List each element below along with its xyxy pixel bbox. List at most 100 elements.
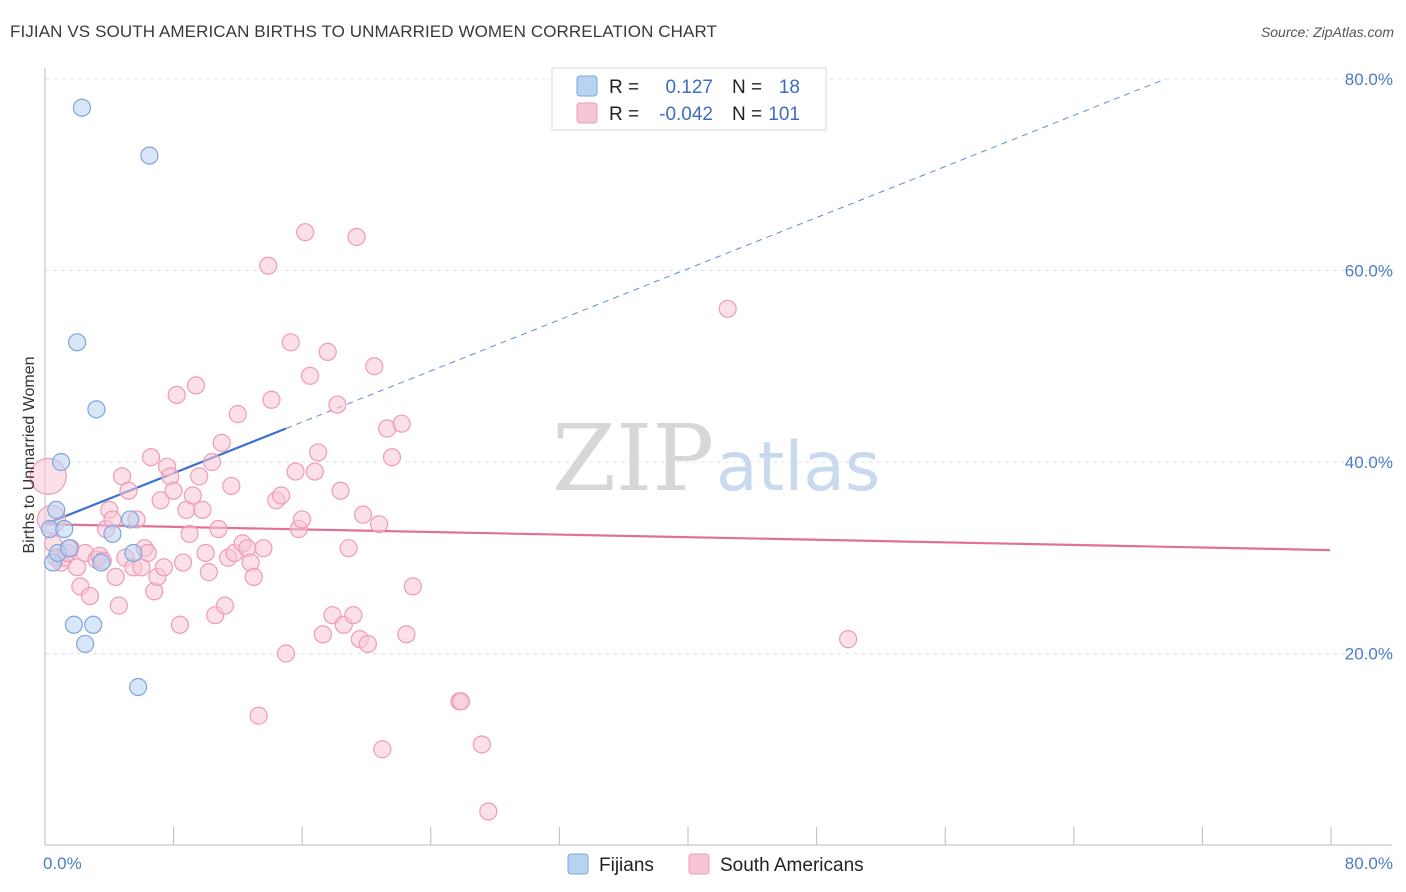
- south-americans-point: [397, 625, 416, 644]
- south-americans-point: [199, 563, 218, 582]
- south-americans-point: [318, 342, 337, 361]
- south-americans-point: [479, 802, 498, 821]
- watermark-zip: ZIP: [552, 405, 714, 512]
- south-americans-point: [718, 299, 737, 318]
- south-americans-point: [249, 706, 268, 725]
- legend-n-label-2: N =: [732, 104, 762, 125]
- south-americans-point: [174, 553, 193, 572]
- south-americans-point: [119, 481, 138, 500]
- fijians-point: [124, 543, 143, 563]
- south-americans-point: [262, 390, 281, 409]
- south-americans-point: [167, 385, 186, 405]
- fijians-point: [72, 98, 92, 117]
- south-americans-point: [373, 740, 392, 759]
- south-americans-point: [472, 735, 491, 754]
- legend-r-label-2: R =: [609, 104, 639, 125]
- south-americans-point: [209, 519, 228, 539]
- south-americans-point: [300, 366, 320, 385]
- south-americans-point: [305, 462, 324, 481]
- chart-title: FIJIAN VS SOUTH AMERICAN BIRTHS TO UNMAR…: [10, 22, 718, 41]
- bottom-legend: Fijians South Americans: [567, 853, 864, 876]
- south-americans-point: [281, 333, 300, 352]
- y-tick-label: 20.0%: [1345, 645, 1393, 664]
- x-tick-label-min: 0.0%: [43, 854, 82, 873]
- south-americans-point: [365, 357, 384, 376]
- fijians-point: [59, 539, 79, 558]
- south-americans-trend-line: [44, 523, 1331, 552]
- south-americans-point: [222, 476, 241, 496]
- legend-r-value-2: -0.042: [659, 104, 713, 125]
- south-americans-point: [212, 433, 231, 452]
- south-americans-point: [109, 596, 128, 615]
- south-americans-point: [370, 515, 389, 534]
- fijians-point: [92, 553, 111, 572]
- fijians-point: [76, 634, 95, 654]
- legend-n-value-2: 101: [768, 104, 800, 125]
- south-americans-point: [164, 481, 183, 500]
- south-americans-point: [196, 543, 215, 563]
- south-americans-point: [254, 539, 273, 558]
- legend-swatch-south-americans: [576, 102, 598, 124]
- y-tick-label: 40.0%: [1345, 453, 1393, 472]
- bottom-legend-south-americans: South Americans: [720, 855, 864, 876]
- legend-r-label-1: R =: [609, 77, 639, 98]
- south-americans-point: [154, 558, 173, 577]
- watermark-atlas: atlas: [716, 428, 880, 507]
- south-americans-point: [180, 524, 199, 543]
- south-americans-point: [296, 223, 315, 242]
- south-americans-point: [344, 606, 363, 625]
- legend-n-label-1: N =: [732, 77, 762, 98]
- fijians-point: [121, 510, 140, 529]
- bottom-legend-fijians: Fijians: [599, 855, 654, 876]
- y-tick-label: 60.0%: [1345, 262, 1393, 281]
- legend-swatch-fijians: [576, 75, 598, 97]
- fijians-point: [84, 615, 103, 634]
- south-americans-point: [202, 452, 222, 472]
- south-americans-point: [68, 558, 87, 577]
- south-americans-point: [272, 486, 291, 505]
- bottom-legend-swatch-south-americans: [688, 853, 710, 875]
- fijians-points: [40, 98, 159, 697]
- south-americans-point: [215, 596, 234, 615]
- fijians-point: [87, 400, 106, 419]
- fijians-point: [64, 615, 84, 634]
- south-americans-point: [106, 567, 125, 587]
- south-americans-point: [193, 500, 212, 519]
- fijians-point: [47, 500, 66, 519]
- south-americans-point: [186, 376, 206, 395]
- south-americans-point: [331, 481, 350, 500]
- south-americans-point: [183, 486, 202, 505]
- south-americans-point: [382, 448, 402, 467]
- south-americans-point: [339, 539, 358, 558]
- south-americans-point: [313, 625, 332, 644]
- south-americans-point: [328, 395, 347, 414]
- x-tick-label-max: 80.0%: [1345, 854, 1393, 873]
- south-americans-point: [292, 510, 312, 529]
- y-tick-label: 80.0%: [1345, 70, 1393, 89]
- south-americans-point: [259, 256, 278, 275]
- fijians-trend-extension: [285, 78, 1166, 429]
- fijians-point: [68, 333, 87, 352]
- bottom-legend-swatch-fijians: [567, 853, 589, 875]
- fijians-point: [55, 519, 74, 539]
- south-americans-point: [358, 634, 377, 654]
- south-americans-points: [29, 223, 858, 821]
- fijians-point: [129, 677, 148, 697]
- legend-n-value-1: 18: [779, 77, 800, 98]
- stats-legend: R = 0.127 N = 18 R = -0.042 N = 101: [551, 67, 827, 131]
- south-americans-point: [839, 630, 858, 649]
- fijians-point: [51, 452, 71, 472]
- south-americans-point: [308, 443, 328, 462]
- south-americans-point: [80, 586, 100, 606]
- south-americans-point: [190, 467, 209, 486]
- source-label: Source: ZipAtlas.com: [1260, 24, 1394, 40]
- south-americans-point: [276, 644, 296, 663]
- south-americans-point: [403, 577, 422, 596]
- fijians-point: [103, 524, 122, 543]
- south-americans-point: [451, 692, 471, 711]
- south-americans-point: [286, 462, 305, 481]
- axes: [44, 68, 1392, 846]
- legend-r-value-1: 0.127: [665, 77, 713, 98]
- south-americans-point: [347, 227, 366, 247]
